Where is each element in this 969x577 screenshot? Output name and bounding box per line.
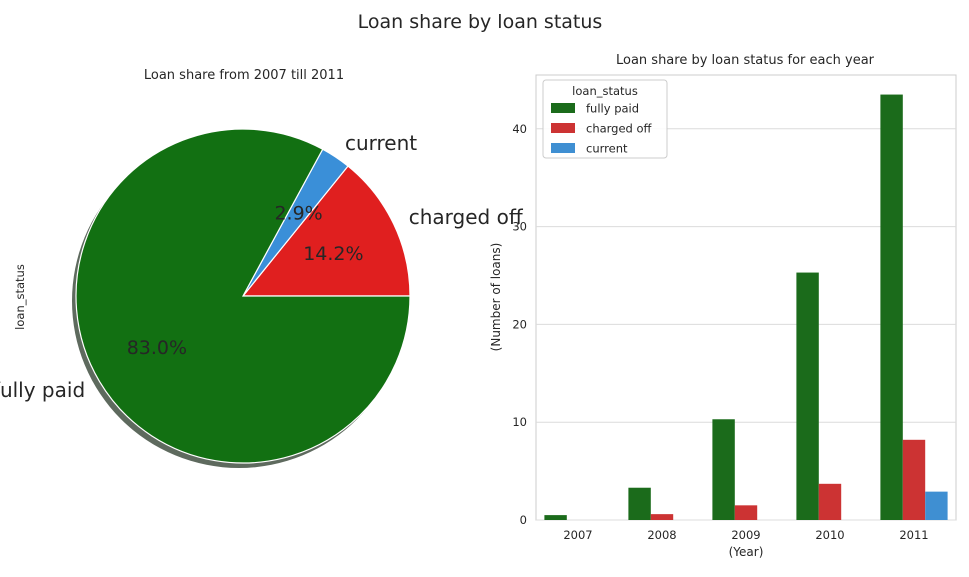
- legend-swatch: [551, 143, 575, 153]
- bar-charged-off-2011: [902, 439, 926, 520]
- legend-label: charged off: [586, 122, 653, 136]
- y-tick-label: 0: [520, 513, 527, 527]
- y-tick-label: 10: [512, 415, 527, 429]
- pie-category-label: fully paid: [0, 378, 85, 402]
- bar-charged-off-2009: [734, 505, 758, 520]
- legend: loan_status fully paid charged off current: [542, 79, 668, 159]
- bar-fully-paid-2008: [628, 487, 651, 520]
- bar-x-tick-labels: 2007 2008 2009 2010 2011: [563, 528, 928, 542]
- legend-title: loan_status: [572, 84, 638, 98]
- pie-slices: [75, 128, 411, 464]
- pie-category-label: charged off: [409, 205, 524, 229]
- x-tick-label: 2010: [815, 528, 844, 542]
- figure-title: Loan share by loan status: [358, 11, 603, 33]
- pie-category-label: current: [345, 131, 417, 155]
- bar-xlabel: (Year): [729, 545, 764, 559]
- bar-charged-off-2008: [650, 514, 674, 520]
- legend-swatch: [551, 103, 575, 113]
- y-tick-label: 20: [512, 317, 527, 331]
- legend-label: fully paid: [586, 102, 639, 116]
- pie-ylabel: loan_status: [13, 264, 27, 330]
- x-tick-label: 2007: [563, 528, 592, 542]
- x-tick-label: 2009: [731, 528, 760, 542]
- x-tick-label: 2008: [647, 528, 676, 542]
- legend-label: current: [586, 142, 628, 156]
- bar-fully-paid-2011: [880, 94, 903, 521]
- pie-pct-label: 83.0%: [127, 337, 187, 359]
- legend-swatch: [551, 123, 575, 133]
- bar-fully-paid-2009: [712, 419, 735, 520]
- bar-bars: [544, 94, 948, 521]
- bar-fully-paid-2010: [796, 272, 819, 520]
- x-tick-label: 2011: [899, 528, 928, 542]
- bar-title: Loan share by loan status for each year: [616, 53, 875, 68]
- legend-box: [542, 79, 668, 159]
- legend-items: fully paid charged off current: [551, 102, 653, 156]
- bar-fully-paid-2007: [544, 515, 567, 520]
- bar-y-tick-labels: 0 10 20 30 40: [512, 122, 527, 527]
- pie-pct-label: 2.9%: [274, 203, 322, 225]
- bar-current-2011: [925, 491, 948, 520]
- bar-chart: Loan share by loan status for each year …: [489, 53, 957, 559]
- y-tick-label: 40: [512, 122, 527, 136]
- pie-slice-fully-paid: [75, 128, 411, 464]
- pie-pct-label: 14.2%: [303, 243, 363, 265]
- bar-ylabel: (Number of loans): [489, 243, 503, 352]
- pie-labels: 14.2% charged off 2.9% current 83.0% fully pa…: [0, 131, 524, 402]
- pie-slice-charged-off: [241, 165, 411, 297]
- bar-charged-off-2010: [818, 483, 842, 520]
- pie-chart: Loan share from 2007 till 2011 loan_stat…: [0, 68, 524, 468]
- y-tick-label: 30: [512, 220, 527, 234]
- pie-title: Loan share from 2007 till 2011: [144, 68, 344, 83]
